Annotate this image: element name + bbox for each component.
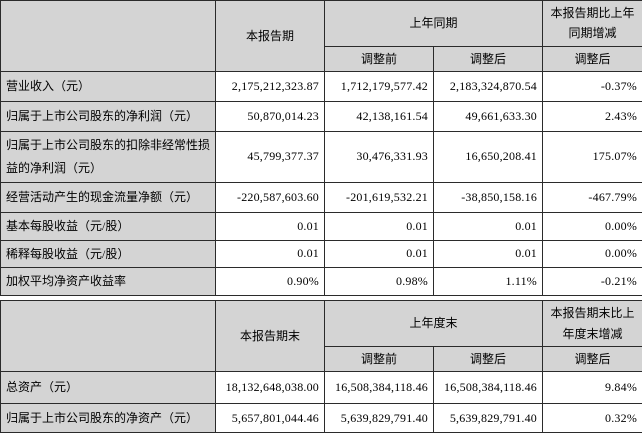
table-row: 总资产（元） 18,132,648,038.00 16,508,384,118.…	[1, 372, 642, 404]
value-before: 0.98%	[325, 268, 434, 296]
value-current: 50,870,014.23	[216, 102, 325, 132]
corner-header-cell	[1, 301, 216, 372]
table-row: 归属于上市公司股东的净资产（元） 5,657,801,044.46 5,639,…	[1, 404, 642, 433]
value-change: -467.79%	[543, 182, 642, 212]
value-after: 2,183,324,870.54	[434, 72, 543, 102]
value-current: -220,587,603.60	[216, 182, 325, 212]
table-row: 基本每股收益（元/股） 0.01 0.01 0.01 0.00%	[1, 212, 642, 240]
value-change: 175.07%	[543, 132, 642, 183]
header-before-adjustment: 调整前	[325, 346, 434, 371]
value-before: 30,476,331.93	[325, 132, 434, 183]
value-before: 42,138,161.54	[325, 102, 434, 132]
row-label: 归属于上市公司股东的扣除非经常性损益的净利润（元）	[1, 132, 216, 183]
value-after: 0.01	[434, 212, 543, 240]
value-before: 1,712,179,577.42	[325, 72, 434, 102]
header-before-adjustment: 调整前	[325, 46, 434, 71]
header-current-period: 本报告期	[216, 1, 325, 72]
value-current: 5,657,801,044.46	[216, 404, 325, 433]
value-after: 0.01	[434, 240, 543, 268]
table-row: 经营活动产生的现金流量净额（元） -220,587,603.60 -201,61…	[1, 182, 642, 212]
value-after: 5,639,829,791.40	[434, 404, 543, 433]
value-current: 2,175,212,323.87	[216, 72, 325, 102]
value-before: 16,508,384,118.46	[325, 372, 434, 404]
value-current: 0.01	[216, 240, 325, 268]
value-before: 0.01	[325, 212, 434, 240]
value-change: 0.32%	[543, 404, 642, 433]
table-row: 营业收入（元） 2,175,212,323.87 1,712,179,577.4…	[1, 72, 642, 102]
value-change: -0.37%	[543, 72, 642, 102]
value-change: -0.21%	[543, 268, 642, 296]
row-label: 经营活动产生的现金流量净额（元）	[1, 182, 216, 212]
table-row: 加权平均净资产收益率 0.90% 0.98% 1.11% -0.21%	[1, 268, 642, 296]
value-current: 45,799,377.37	[216, 132, 325, 183]
value-after: -38,850,158.16	[434, 182, 543, 212]
value-before: -201,619,532.21	[325, 182, 434, 212]
table-row: 归属于上市公司股东的净利润（元） 50,870,014.23 42,138,16…	[1, 102, 642, 132]
table-row: 归属于上市公司股东的扣除非经常性损益的净利润（元） 45,799,377.37 …	[1, 132, 642, 183]
header-change-after-adjustment: 调整后	[543, 346, 642, 371]
value-current: 0.90%	[216, 268, 325, 296]
row-label: 营业收入（元）	[1, 72, 216, 102]
header-after-adjustment: 调整后	[434, 346, 543, 371]
value-change: 2.43%	[543, 102, 642, 132]
value-change: 9.84%	[543, 372, 642, 404]
row-label: 稀释每股收益（元/股）	[1, 240, 216, 268]
value-change: 0.00%	[543, 240, 642, 268]
row-label: 基本每股收益（元/股）	[1, 212, 216, 240]
value-before: 5,639,829,791.40	[325, 404, 434, 433]
header-after-adjustment: 调整后	[434, 46, 543, 71]
header-current-period-end: 本报告期末	[216, 301, 325, 372]
row-label: 总资产（元）	[1, 372, 216, 404]
row-label: 归属于上市公司股东的净资产（元）	[1, 404, 216, 433]
row-label: 归属于上市公司股东的净利润（元）	[1, 102, 216, 132]
period-end-comparison-table: 本报告期末 上年度末 本报告期末比上年度末增减 调整前 调整后 调整后 总资产（…	[0, 300, 642, 433]
value-change: 0.00%	[543, 212, 642, 240]
period-comparison-table: 本报告期 上年同期 本报告期比上年同期增减 调整前 调整后 调整后 营业收入（元…	[0, 0, 642, 296]
header-prior-year-end-group: 上年度末	[325, 301, 543, 347]
row-label: 加权平均净资产收益率	[1, 268, 216, 296]
header-prior-period-group: 上年同期	[325, 1, 543, 47]
corner-header-cell	[1, 1, 216, 72]
value-before: 0.01	[325, 240, 434, 268]
value-after: 16,508,384,118.46	[434, 372, 543, 404]
value-after: 16,650,208.41	[434, 132, 543, 183]
value-after: 49,661,633.30	[434, 102, 543, 132]
value-current: 0.01	[216, 212, 325, 240]
header-change-after-adjustment: 调整后	[543, 46, 642, 71]
header-change-group: 本报告期比上年同期增减	[543, 1, 642, 47]
value-after: 1.11%	[434, 268, 543, 296]
value-current: 18,132,648,038.00	[216, 372, 325, 404]
header-change-group: 本报告期末比上年度末增减	[543, 301, 642, 347]
table-row: 稀释每股收益（元/股） 0.01 0.01 0.01 0.00%	[1, 240, 642, 268]
